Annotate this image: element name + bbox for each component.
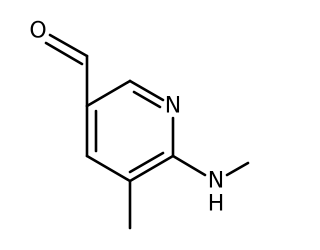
atom-label: H [208, 192, 225, 217]
bond [128, 154, 175, 183]
atom-label: O [29, 19, 46, 44]
bond [85, 79, 132, 108]
bond [128, 151, 165, 174]
bond [44, 41, 84, 66]
bonds [44, 33, 250, 230]
bond [132, 90, 162, 109]
atom-label: N [165, 94, 181, 119]
bond [128, 79, 165, 102]
atom-label: N [208, 169, 224, 194]
bond [171, 154, 207, 177]
bond [225, 161, 250, 177]
bond [48, 33, 89, 58]
structure-diagram: O N N H [29, 19, 250, 230]
bond [85, 154, 132, 183]
